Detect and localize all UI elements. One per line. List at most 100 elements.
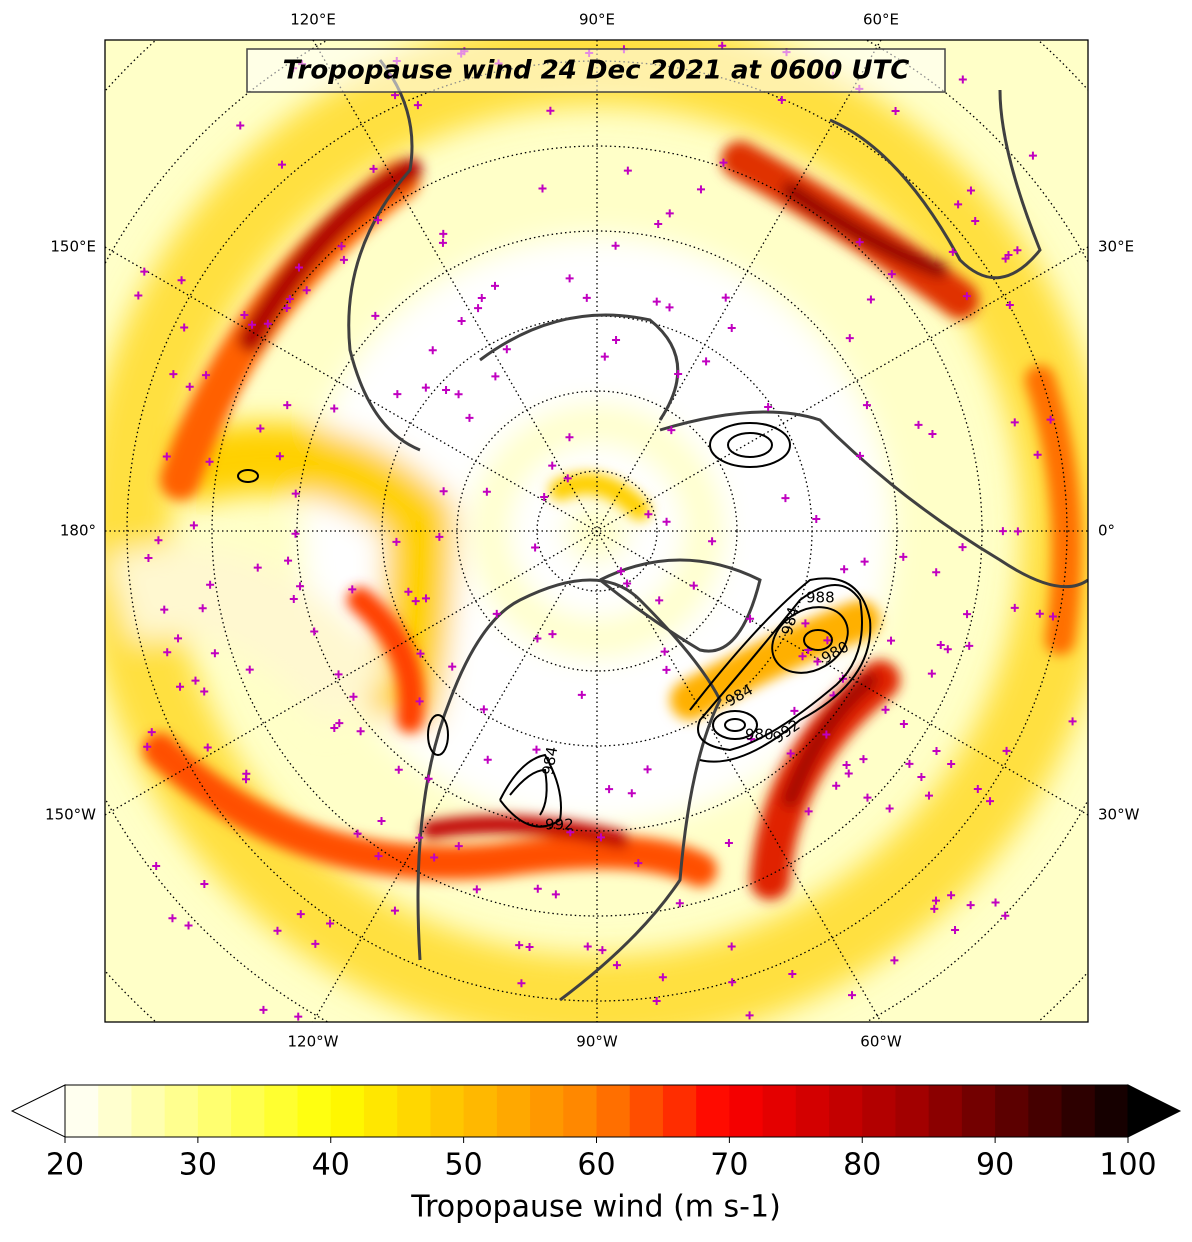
station-marker: [353, 829, 362, 838]
station-marker: [917, 772, 926, 781]
lon-label: 150°W: [45, 806, 96, 824]
station-marker: [334, 670, 343, 679]
colorbar-segment: [131, 1085, 166, 1137]
station-marker: [421, 383, 430, 392]
station-marker: [415, 697, 424, 706]
station-marker: [392, 537, 401, 546]
station-marker: [413, 101, 422, 110]
station-marker: [891, 106, 900, 115]
station-marker: [931, 896, 940, 905]
station-marker: [474, 304, 483, 313]
station-marker: [727, 942, 736, 951]
station-marker: [147, 728, 156, 737]
colorbar-segment: [662, 1085, 697, 1137]
station-marker: [565, 433, 574, 442]
station-marker: [291, 529, 300, 538]
station-marker: [813, 657, 822, 666]
station-marker: [845, 334, 854, 343]
station-marker: [189, 521, 198, 530]
station-marker: [954, 200, 963, 209]
colorbar-segment: [463, 1085, 498, 1137]
station-marker: [533, 634, 542, 643]
station-marker: [540, 492, 549, 501]
station-marker: [548, 630, 557, 639]
station-marker: [289, 594, 298, 603]
colorbar-tick-label: 50: [445, 1148, 483, 1183]
station-marker: [966, 901, 975, 910]
station-marker: [658, 973, 667, 982]
station-marker: [517, 979, 526, 988]
colorbar-tick-label: 80: [843, 1148, 881, 1183]
station-marker: [185, 382, 194, 391]
station-marker: [662, 517, 671, 526]
station-marker: [285, 294, 294, 303]
station-marker: [675, 899, 684, 908]
colorbar-tick-label: 100: [1099, 1148, 1156, 1183]
coastlines: [347, 59, 1088, 1002]
station-marker: [203, 743, 212, 752]
station-marker: [1001, 911, 1010, 920]
station-marker: [662, 665, 671, 674]
station-marker: [727, 323, 736, 332]
station-marker: [294, 263, 303, 272]
station-marker: [786, 749, 795, 758]
colorbar-segment: [696, 1085, 730, 1137]
station-marker: [160, 605, 169, 614]
station-marker: [914, 420, 923, 429]
station-marker: [428, 346, 437, 355]
station-marker: [798, 652, 807, 661]
station-marker: [746, 614, 755, 623]
station-marker: [863, 793, 872, 802]
station-marker: [515, 941, 524, 950]
colorbar-segment: [330, 1085, 365, 1137]
station-marker: [439, 229, 448, 238]
station-marker: [273, 926, 282, 935]
station-marker: [1013, 246, 1022, 255]
station-marker: [492, 609, 501, 618]
station-marker: [832, 781, 841, 790]
lon-label: 0°: [1098, 522, 1115, 540]
station-marker: [202, 371, 211, 380]
station-marker: [842, 761, 851, 770]
station-marker: [377, 817, 386, 826]
station-marker: [415, 833, 424, 842]
station-marker: [696, 185, 705, 194]
station-marker: [930, 904, 939, 913]
station-marker: [491, 372, 500, 381]
lon-label: 30°W: [1098, 806, 1140, 824]
station-marker: [577, 690, 586, 699]
station-marker: [998, 527, 1007, 536]
station-marker: [144, 554, 153, 563]
station-marker: [310, 627, 319, 636]
contour-label: 992: [545, 816, 574, 834]
colorbar-segment: [995, 1085, 1029, 1137]
station-marker: [430, 853, 439, 862]
station-marker: [532, 745, 541, 754]
station-marker: [1028, 151, 1037, 160]
station-marker: [454, 842, 463, 851]
colorbar-segment: [363, 1085, 398, 1137]
station-marker: [932, 747, 941, 756]
station-marker: [525, 942, 534, 951]
station-marker: [887, 636, 896, 645]
lon-label: 90°W: [576, 1033, 618, 1051]
station-marker: [311, 939, 320, 948]
station-marker: [986, 797, 995, 806]
station-marker: [866, 295, 875, 304]
station-marker: [582, 293, 591, 302]
station-marker: [134, 291, 143, 300]
colorbar-segment: [164, 1085, 199, 1137]
station-marker: [369, 164, 378, 173]
station-marker: [943, 645, 952, 654]
station-marker: [951, 925, 960, 934]
station-marker: [330, 404, 339, 413]
station-marker: [905, 759, 914, 768]
station-marker: [393, 390, 402, 399]
lon-label: 120°W: [288, 1033, 339, 1051]
station-marker: [702, 357, 711, 366]
station-marker: [598, 946, 607, 955]
colorbar-tick-label: 40: [312, 1148, 350, 1183]
station-marker: [169, 370, 178, 379]
station-marker: [887, 270, 896, 279]
station-marker: [1010, 603, 1019, 612]
